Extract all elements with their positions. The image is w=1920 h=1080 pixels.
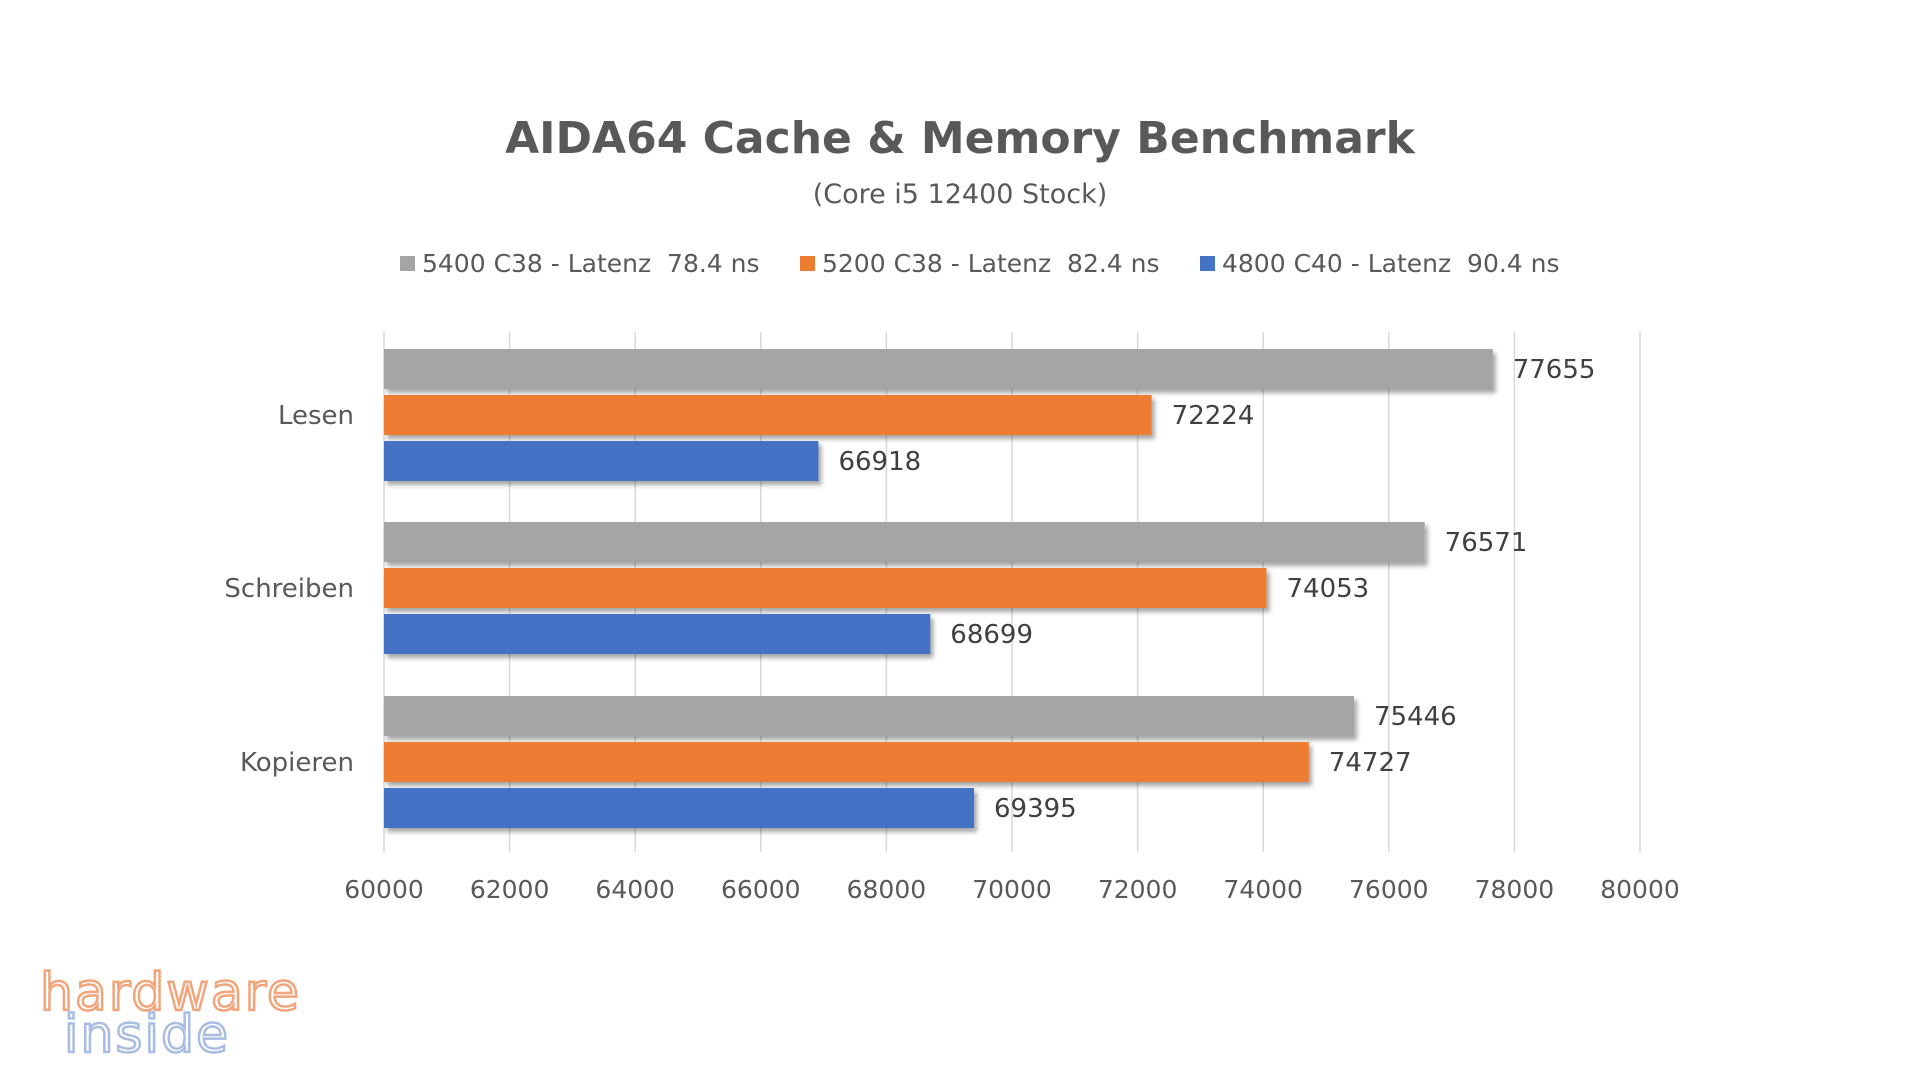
data-label: 69395 (994, 794, 1077, 824)
bar (384, 788, 975, 828)
category-label: Kopieren (240, 748, 354, 778)
legend: 5400 C38 - Latenz 78.4 ns 5200 C38 - Late… (400, 249, 1560, 278)
data-label: 72224 (1172, 401, 1255, 431)
legend-item: 5400 C38 - Latenz 78.4 ns (400, 249, 760, 278)
data-label: 66918 (838, 447, 921, 477)
x-tick-label: 68000 (847, 875, 927, 904)
x-tick-label: 72000 (1098, 875, 1178, 904)
legend-item: 5200 C38 - Latenz 82.4 ns (800, 249, 1160, 278)
x-tick-label: 80000 (1600, 875, 1680, 904)
legend-swatch (1200, 256, 1215, 271)
bar (384, 568, 1267, 608)
bar (384, 349, 1493, 389)
chart-subtitle: (Core i5 12400 Stock) (813, 179, 1108, 210)
bars (384, 349, 1493, 828)
bar (384, 742, 1309, 782)
data-label: 77655 (1513, 355, 1596, 385)
data-label: 68699 (950, 620, 1033, 650)
data-label: 76571 (1445, 528, 1528, 558)
data-label: 74053 (1287, 574, 1370, 604)
bar (384, 614, 931, 654)
data-label: 75446 (1374, 702, 1457, 732)
legend-swatch (800, 256, 815, 271)
x-tick-label: 64000 (595, 875, 675, 904)
x-tick-label: 62000 (470, 875, 550, 904)
legend-label: 5400 C38 - Latenz 78.4 ns (422, 249, 760, 278)
legend-item: 4800 C40 - Latenz 90.4 ns (1200, 249, 1560, 278)
legend-label: 4800 C40 - Latenz 90.4 ns (1222, 249, 1560, 278)
x-tick-label: 78000 (1475, 875, 1555, 904)
x-tick-label: 70000 (972, 875, 1052, 904)
logo-line-inside: inside (64, 1005, 230, 1065)
category-label: Schreiben (224, 574, 354, 604)
x-tick-label: 66000 (721, 875, 801, 904)
chart-title: AIDA64 Cache & Memory Benchmark (505, 113, 1417, 164)
data-label: 74727 (1329, 748, 1412, 778)
x-tick-label: 74000 (1223, 875, 1303, 904)
bar (384, 696, 1355, 736)
legend-swatch (400, 256, 415, 271)
bar (384, 441, 819, 481)
category-label: Lesen (278, 401, 354, 431)
x-tick-label: 76000 (1349, 875, 1429, 904)
tick-labels: 60000 62000 64000 66000 68000 70000 72000 74000… (344, 875, 1680, 904)
legend-label: 5200 C38 - Latenz 82.4 ns (822, 249, 1160, 278)
x-tick-label: 60000 (344, 875, 424, 904)
value-labels: 77655 72224 66918 76571 74053 68699 75446 74727… (838, 355, 1595, 824)
bar (384, 395, 1152, 435)
logo-line-hardware: hardware (40, 963, 301, 1023)
bar (384, 522, 1425, 562)
category-labels: Lesen Schreiben Kopieren (224, 401, 354, 778)
